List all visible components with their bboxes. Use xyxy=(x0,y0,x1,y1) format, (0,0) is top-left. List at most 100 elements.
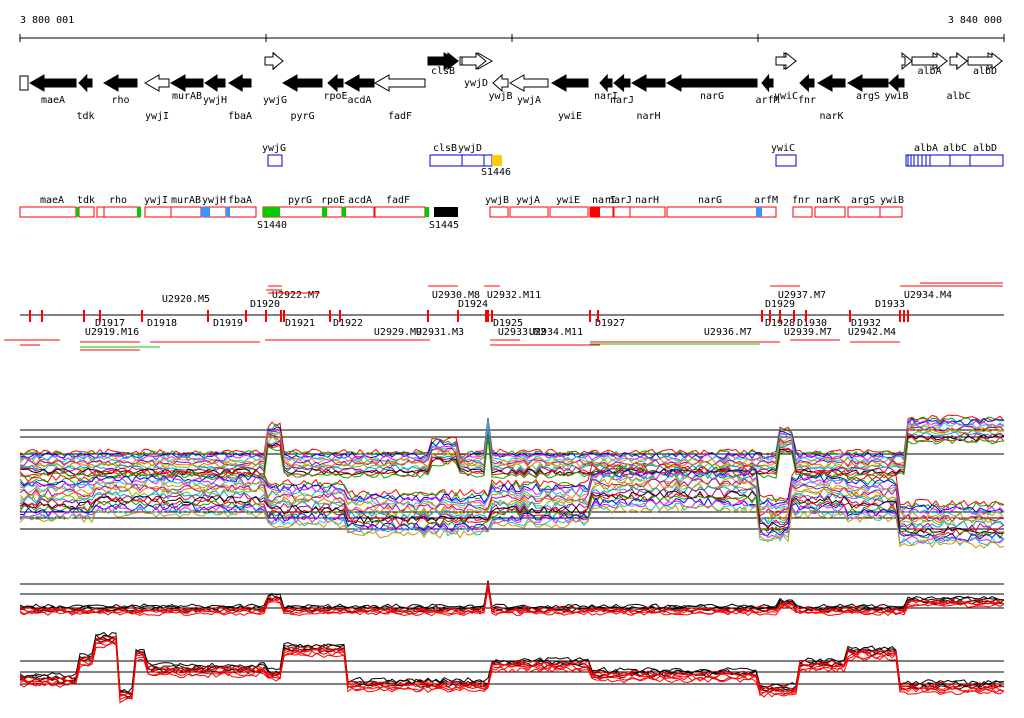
transcription-unit-box[interactable] xyxy=(170,206,202,218)
blue-feature-box[interactable] xyxy=(969,154,1004,167)
gene-arrow[interactable] xyxy=(281,74,323,92)
gene-arrow[interactable] xyxy=(228,74,252,92)
gene-arrow[interactable] xyxy=(492,73,509,93)
transcription-unit-label: arfM xyxy=(754,195,778,206)
black-trace xyxy=(19,581,1005,611)
transcription-unit-label: ywiB xyxy=(880,195,904,206)
transcription-unit-label: ywjA xyxy=(516,195,540,206)
gene-arrow[interactable] xyxy=(427,51,459,71)
segment-label: D1922 xyxy=(333,318,363,329)
gene-arrow[interactable] xyxy=(911,51,948,71)
gene-arrow[interactable] xyxy=(508,74,549,92)
transcription-unit-box[interactable] xyxy=(78,206,95,218)
colored-segment xyxy=(201,207,210,217)
gene-arrow[interactable] xyxy=(901,51,913,71)
segment-label: U2934.M4 xyxy=(904,290,952,301)
transcription-unit-box[interactable] xyxy=(792,206,813,218)
gene-arrow[interactable] xyxy=(169,74,204,92)
blue-feature-box[interactable] xyxy=(949,154,971,167)
transcription-unit-box[interactable] xyxy=(509,206,549,218)
gene-arrow[interactable] xyxy=(264,51,284,71)
gene-arrow[interactable] xyxy=(78,73,93,93)
gene-arrow[interactable] xyxy=(204,74,226,92)
transcription-unit-box[interactable] xyxy=(96,206,105,218)
gene-arrow[interactable] xyxy=(461,51,487,71)
gene-label: ywjH xyxy=(203,95,227,106)
segment-label: D1929 xyxy=(765,299,795,310)
blue-feature-box[interactable] xyxy=(775,154,797,167)
transcription-unit-label: argS xyxy=(851,195,875,206)
gene-arrow[interactable] xyxy=(327,73,344,93)
gene-arrow[interactable] xyxy=(665,74,758,92)
gene-arrow[interactable] xyxy=(143,74,170,92)
blue-feature-label: ywiC xyxy=(771,143,795,154)
transcription-unit-label: pyrG xyxy=(288,195,312,206)
gene-label: albD xyxy=(973,66,997,77)
gene-arrow[interactable] xyxy=(630,74,666,92)
gene-arrow[interactable] xyxy=(599,73,613,93)
blue-feature-box[interactable] xyxy=(461,154,485,167)
gene-label: fadF xyxy=(388,111,412,122)
colored-segment xyxy=(322,207,327,217)
gene-arrow[interactable] xyxy=(888,73,905,93)
expression-trace xyxy=(19,488,1005,532)
blue-feature-box[interactable] xyxy=(483,154,493,167)
feature-label: S1445 xyxy=(429,220,459,231)
transcription-unit-box[interactable] xyxy=(19,206,77,218)
segment-label: U2919.M16 xyxy=(85,327,139,338)
blue-feature-box[interactable] xyxy=(267,154,283,167)
expression-trace xyxy=(19,432,1005,474)
feature-label: S1440 xyxy=(257,220,287,231)
gene-arrow[interactable] xyxy=(550,74,589,92)
transcription-unit-box[interactable] xyxy=(847,206,881,218)
red-trace xyxy=(19,640,1005,699)
expression-trace xyxy=(19,463,1004,509)
segment-label: D1925 xyxy=(493,318,523,329)
expression-trace xyxy=(19,419,1005,463)
transcription-unit-box[interactable] xyxy=(666,206,758,218)
segment-label: U2934.M11 xyxy=(529,327,583,338)
transcription-unit-box[interactable] xyxy=(879,206,903,218)
expression-trace xyxy=(19,497,1005,542)
gene-arrow[interactable] xyxy=(102,74,138,92)
yellow-mark xyxy=(492,155,502,166)
transcription-unit-box[interactable] xyxy=(613,206,631,218)
transcription-unit-box[interactable] xyxy=(374,206,426,218)
gene-arrow[interactable] xyxy=(343,74,375,92)
gene-arrow[interactable] xyxy=(775,51,797,71)
gene-arrow[interactable] xyxy=(816,74,846,92)
blue-feature-label: albC xyxy=(943,143,967,154)
blue-feature-box[interactable] xyxy=(905,154,951,167)
transcription-unit-box[interactable] xyxy=(629,206,666,218)
gene-arrow[interactable] xyxy=(846,74,889,92)
segment-label: U2939.M7 xyxy=(784,327,832,338)
transcription-unit-box[interactable] xyxy=(549,206,589,218)
blue-feature-track: ywjG clsB ywjD ywiC albA albC albD S1446 xyxy=(262,143,1004,178)
gene-arrow[interactable] xyxy=(799,73,815,93)
transcription-unit-box[interactable] xyxy=(489,206,509,218)
gene-label: tdk xyxy=(76,111,94,122)
gene-arrow[interactable] xyxy=(613,73,631,93)
transcription-unit-box[interactable] xyxy=(814,206,846,218)
transcription-unit-box[interactable] xyxy=(227,206,257,218)
gene-arrow[interactable] xyxy=(949,51,968,71)
gene-label: albA xyxy=(917,66,941,77)
transcription-unit-label: narG xyxy=(698,195,722,206)
gene-label: ywjB xyxy=(488,91,512,102)
gene-arrow[interactable] xyxy=(967,51,1003,71)
colored-segment xyxy=(756,207,762,217)
blue-feature-box[interactable] xyxy=(429,154,463,167)
gene-label: narG xyxy=(700,91,724,102)
gene-arrow[interactable] xyxy=(28,74,77,92)
transcription-unit-box[interactable] xyxy=(144,206,172,218)
segment-label: U2937.M7 xyxy=(778,290,826,301)
gene-arrow[interactable] xyxy=(373,74,426,92)
red-trace xyxy=(19,587,1005,615)
transcription-unit-box[interactable] xyxy=(343,206,375,218)
gene-arrow[interactable] xyxy=(761,73,774,93)
red-trace xyxy=(19,588,1005,617)
expression-trace xyxy=(19,504,1005,549)
transcription-unit-box[interactable] xyxy=(103,206,141,218)
